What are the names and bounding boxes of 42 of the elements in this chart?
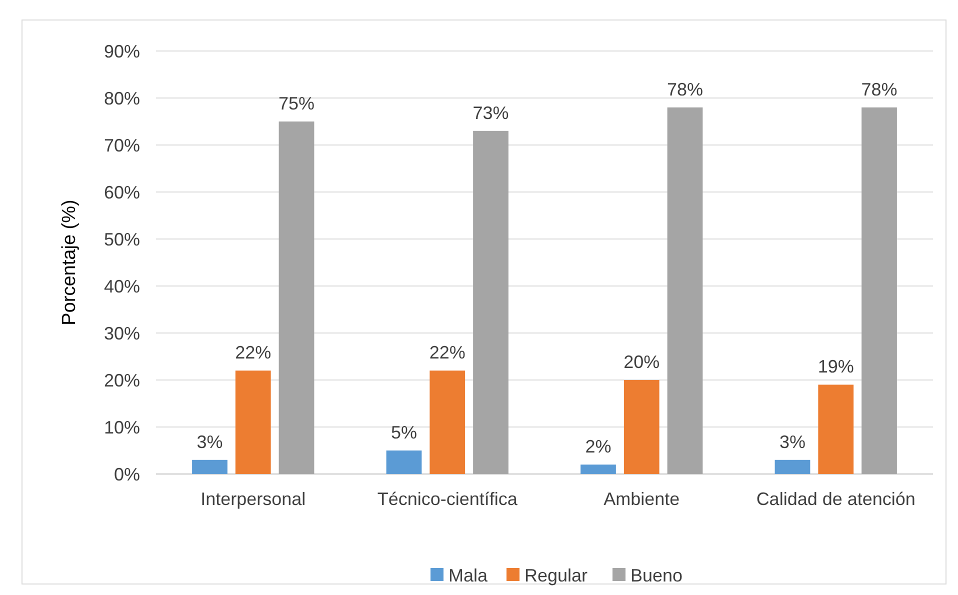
- bar: [818, 384, 854, 474]
- y-tick-label: 10%: [104, 417, 140, 438]
- y-tick-label: 0%: [114, 464, 140, 484]
- bar: [862, 107, 897, 474]
- data-label: 3%: [779, 432, 806, 452]
- y-tick-label: 90%: [104, 41, 140, 62]
- data-label: 22%: [429, 342, 466, 363]
- y-axis-title: Porcentaje (%): [59, 200, 80, 326]
- bar: [278, 122, 314, 474]
- data-label: 20%: [624, 352, 660, 372]
- data-label: 22%: [235, 342, 272, 363]
- data-label: 73%: [472, 102, 509, 123]
- data-label: 2%: [585, 436, 612, 457]
- data-label: 75%: [278, 94, 315, 114]
- bar: [192, 460, 228, 474]
- data-label: 19%: [818, 356, 854, 377]
- data-label: 5%: [390, 422, 417, 442]
- legend-label: Regular: [524, 565, 588, 586]
- y-tick-label: 30%: [104, 323, 140, 344]
- y-tick-label: 80%: [104, 88, 140, 108]
- bar: [774, 460, 810, 474]
- y-tick-label: 50%: [104, 229, 140, 250]
- x-tick-label: Técnico-científica: [377, 489, 518, 509]
- data-label: 78%: [666, 79, 704, 100]
- data-label: 3%: [196, 432, 223, 452]
- bar: [473, 130, 508, 474]
- legend-label: Bueno: [630, 565, 683, 586]
- x-tick-label: Ambiente: [604, 489, 680, 509]
- y-tick-label: 60%: [104, 182, 140, 202]
- bar: [386, 450, 422, 474]
- bar: [624, 380, 660, 474]
- y-tick-label: 40%: [104, 276, 140, 296]
- y-tick-label: 70%: [104, 135, 140, 156]
- x-tick-label: Interpersonal: [200, 489, 306, 509]
- bar: [667, 107, 703, 474]
- bar: [235, 370, 271, 474]
- bar: [430, 370, 466, 474]
- x-tick-label: Calidad de atención: [756, 489, 916, 509]
- legend-label: Mala: [448, 565, 489, 586]
- y-tick-label: 20%: [104, 370, 140, 390]
- bar: [580, 464, 616, 474]
- data-label: 78%: [861, 79, 898, 100]
